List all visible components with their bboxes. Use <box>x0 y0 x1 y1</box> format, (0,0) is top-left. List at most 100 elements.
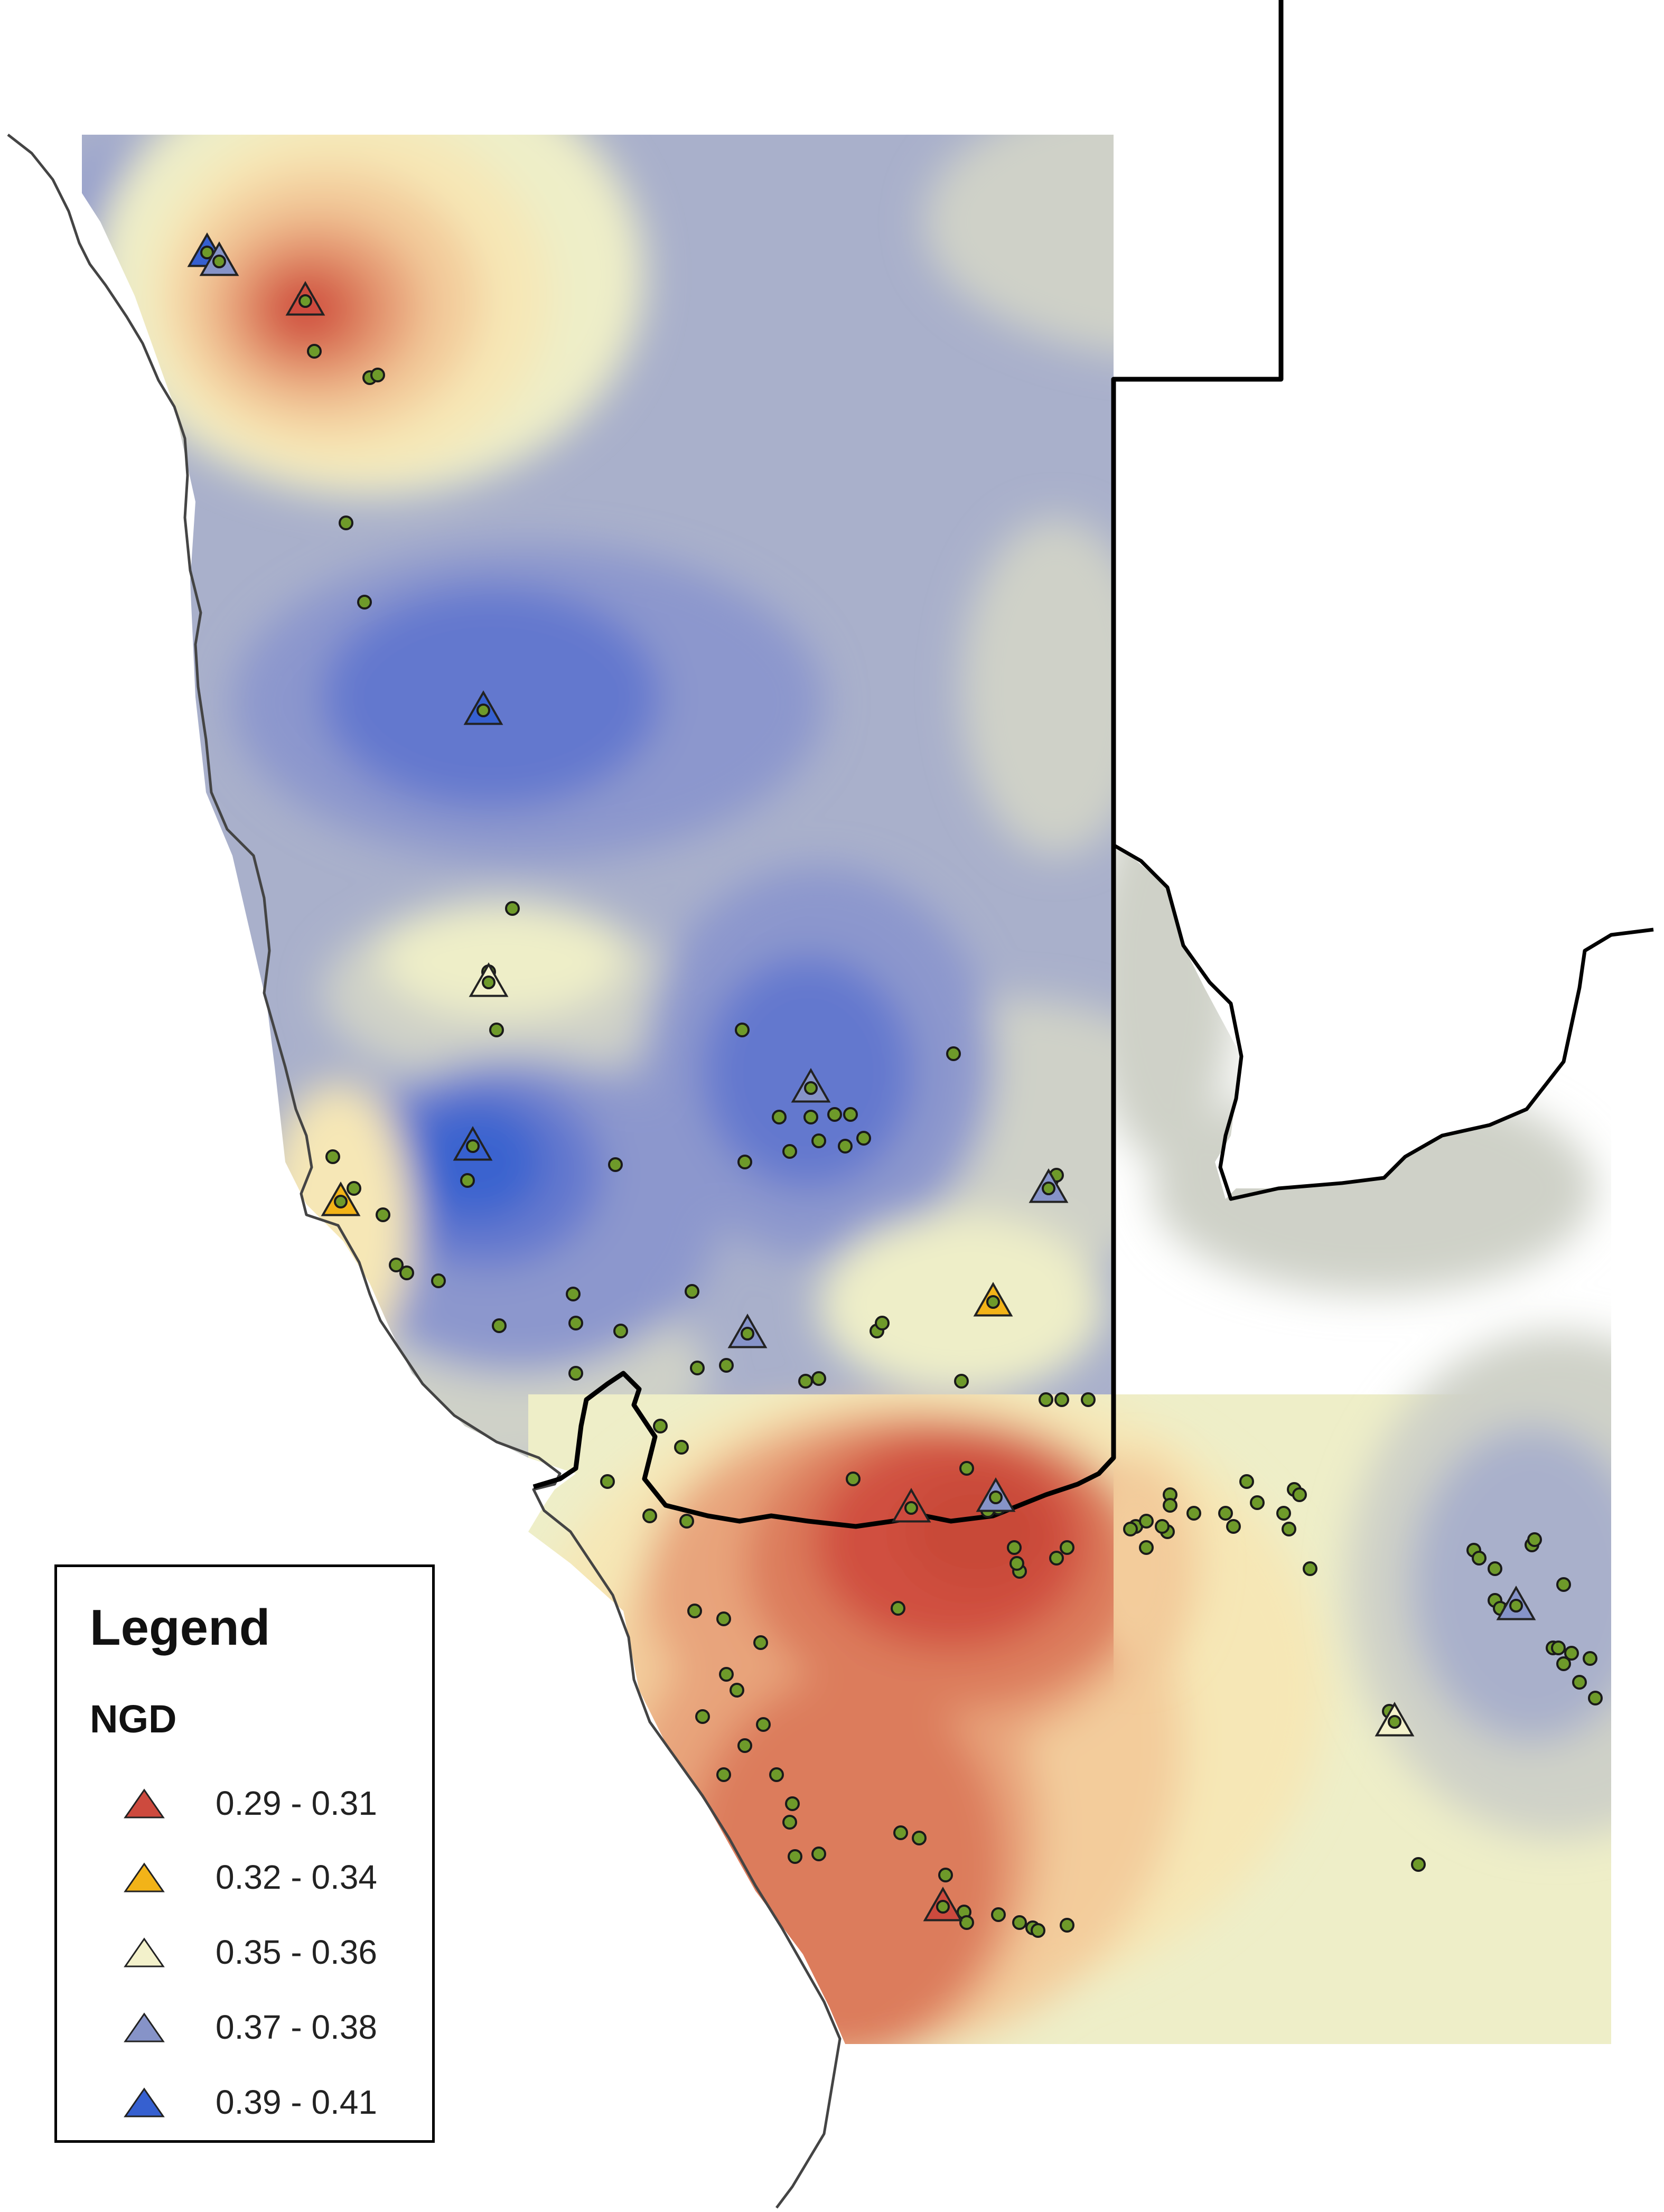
sample-point <box>989 1491 1003 1504</box>
sample-point <box>741 1327 754 1341</box>
legend-item: 0.32 - 0.34 <box>57 1852 432 1900</box>
triangle-icon <box>124 1788 165 1819</box>
sample-point <box>986 1295 1000 1309</box>
sample-point <box>476 704 490 717</box>
sample-point <box>1186 1506 1201 1521</box>
sample-point <box>959 1915 974 1930</box>
sample-point <box>1472 1551 1487 1566</box>
legend-label: 0.39 - 0.41 <box>216 2083 377 2121</box>
legend: Legend NGD 0.29 - 0.31 0.32 - 0.34 0.35 … <box>54 1564 435 2143</box>
border-north <box>532 0 1284 1529</box>
sample-point <box>307 344 322 359</box>
legend-label: 0.37 - 0.38 <box>216 2008 377 2046</box>
sample-point <box>782 1144 797 1159</box>
sample-point <box>737 1738 752 1753</box>
sample-point <box>811 1133 826 1148</box>
sample-point <box>1060 1540 1074 1555</box>
sample-point <box>716 1611 731 1626</box>
legend-title: Legend <box>90 1599 270 1656</box>
sample-point <box>946 1046 961 1061</box>
sample-point <box>719 1667 734 1682</box>
sample-point <box>212 255 226 268</box>
sample-point <box>811 1371 826 1386</box>
sample-point <box>936 1900 950 1914</box>
sample-point <box>613 1324 628 1338</box>
legend-label: 0.29 - 0.31 <box>216 1784 377 1822</box>
sample-point <box>803 1110 818 1124</box>
sample-point <box>891 1601 905 1616</box>
sample-point <box>959 1461 974 1476</box>
sample-point <box>600 1474 615 1489</box>
sample-point <box>431 1273 446 1288</box>
boundaries <box>7 0 1654 2209</box>
sample-point <box>1303 1561 1317 1576</box>
sample-point <box>991 1907 1006 1922</box>
sample-point <box>1551 1641 1566 1655</box>
sample-point <box>856 1131 871 1146</box>
sample-point <box>1012 1915 1027 1930</box>
sample-point <box>1239 1474 1254 1489</box>
sample-point <box>389 1258 404 1272</box>
sample-point <box>1250 1495 1265 1510</box>
sample-point <box>695 1709 710 1724</box>
sample-point <box>1060 1918 1074 1933</box>
sample-point <box>376 1207 390 1222</box>
sample-point <box>1139 1514 1154 1529</box>
triangle-icon <box>124 2012 165 2042</box>
sample-point <box>753 1635 768 1650</box>
border-east <box>1113 843 1654 1201</box>
sample-point <box>566 1287 581 1301</box>
sample-point <box>843 1107 858 1122</box>
sample-point <box>466 1139 480 1153</box>
sample-point <box>687 1604 702 1618</box>
sample-point <box>1009 1556 1024 1571</box>
sample-point <box>568 1316 583 1330</box>
sample-point <box>782 1815 797 1830</box>
sample-point <box>460 1173 475 1188</box>
sample-point <box>769 1767 784 1782</box>
sample-point <box>370 368 385 382</box>
sample-point <box>1031 1923 1045 1938</box>
sample-point <box>1054 1392 1069 1407</box>
legend-item: 0.35 - 0.36 <box>57 1927 432 1975</box>
sample-point <box>1388 1715 1401 1729</box>
legend-item: 0.29 - 0.31 <box>57 1778 432 1826</box>
sample-point <box>685 1284 699 1299</box>
sample-point <box>719 1358 734 1373</box>
sample-point <box>904 1501 918 1515</box>
sample-point <box>804 1081 818 1095</box>
sample-point <box>1007 1540 1022 1555</box>
sample-point <box>357 595 372 610</box>
sample-point <box>690 1361 705 1375</box>
sample-point <box>846 1471 861 1486</box>
triangle-icon <box>124 2087 165 2117</box>
sample-point <box>1564 1646 1579 1661</box>
sample-point <box>893 1825 908 1840</box>
sample-point <box>347 1181 361 1196</box>
sample-point <box>399 1266 414 1280</box>
sample-point <box>568 1366 583 1381</box>
sample-point <box>1556 1577 1571 1592</box>
sample-point <box>489 1023 504 1037</box>
sample-point <box>938 1868 953 1882</box>
triangle-icon <box>124 1937 165 1967</box>
sample-point <box>1039 1392 1053 1407</box>
sample-point <box>912 1831 927 1845</box>
sample-point <box>505 901 520 916</box>
sample-point <box>730 1683 744 1698</box>
sample-point <box>653 1419 668 1433</box>
sample-point <box>1042 1182 1055 1195</box>
sample-point <box>1292 1487 1307 1502</box>
sample-point <box>674 1440 689 1455</box>
sample-point <box>1509 1599 1523 1613</box>
sample-point <box>772 1110 787 1124</box>
sample-point <box>1226 1519 1241 1534</box>
sample-point <box>1488 1561 1502 1576</box>
sample-point <box>811 1847 826 1861</box>
sample-point <box>737 1155 752 1169</box>
sample-point <box>1556 1656 1571 1671</box>
sample-point <box>608 1157 623 1172</box>
sample-point <box>1572 1675 1587 1690</box>
coastline <box>7 134 842 2209</box>
sample-point <box>1163 1498 1177 1513</box>
